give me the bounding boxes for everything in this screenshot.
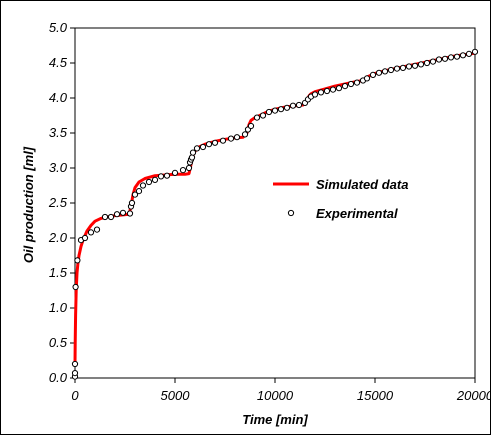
experimental-point (185, 164, 193, 172)
experimental-point (135, 188, 143, 195)
experimental-point (387, 66, 395, 74)
experimental-point (227, 135, 235, 142)
experimental-point (119, 209, 127, 216)
y-tick-label: 4.5 (49, 55, 68, 70)
experimental-point (459, 52, 467, 59)
experimental-point (399, 64, 407, 72)
experimental-point (271, 107, 279, 114)
experimental-point (341, 83, 349, 90)
experimental-point (241, 131, 249, 138)
experimental-point (151, 176, 159, 183)
experimental-point (93, 226, 101, 233)
experimental-point (317, 89, 325, 96)
experimental-point (447, 54, 455, 61)
experimental-point (193, 145, 201, 152)
experimental-point (199, 143, 207, 151)
x-tick-label: 10000 (257, 388, 294, 403)
y-tick-label: 5.0 (49, 20, 68, 35)
y-tick-label: 1.5 (49, 265, 68, 280)
experimental-point (393, 65, 401, 72)
experimental-series (71, 48, 479, 380)
experimental-point (353, 79, 361, 86)
experimental-point (441, 55, 449, 62)
experimental-point (465, 50, 473, 58)
legend-label-experimental: Experimental (316, 206, 398, 221)
x-tick-label: 0 (71, 388, 79, 403)
experimental-point (369, 71, 377, 79)
experimental-point (171, 169, 179, 176)
experimental-point (259, 112, 267, 119)
experimental-point (74, 257, 81, 264)
experimental-point (189, 149, 197, 156)
x-tick-label: 5000 (161, 388, 191, 403)
y-tick-label: 3.0 (49, 160, 68, 175)
y-tick-label: 3.5 (49, 125, 68, 140)
experimental-point (211, 139, 219, 146)
experimental-point (405, 63, 413, 70)
legend: Simulated data Experimental (273, 177, 408, 221)
experimental-point (101, 213, 109, 221)
x-axis-title: Time [min] (242, 412, 308, 427)
experimental-point (335, 85, 343, 92)
experimental-point (265, 108, 273, 116)
legend-label-simulated: Simulated data (316, 177, 408, 192)
experimental-point (311, 91, 319, 98)
y-tick-label: 4.0 (49, 90, 68, 105)
experimental-point (423, 59, 431, 67)
experimental-point (329, 86, 337, 93)
experimental-point (453, 53, 461, 60)
experimental-point (417, 61, 425, 68)
y-tick-label: 2.0 (48, 230, 68, 245)
experimental-point (347, 80, 355, 88)
x-tick-label: 15000 (357, 388, 394, 403)
simulated-series (73, 51, 476, 365)
experimental-point (113, 211, 121, 218)
experimental-point (363, 75, 371, 82)
experimental-point (157, 173, 165, 180)
y-tick-label: 2.5 (48, 195, 68, 210)
experimental-point (72, 283, 79, 291)
y-tick-label: 1.0 (49, 300, 68, 315)
legend-swatch-experimental (287, 209, 295, 217)
experimental-point (205, 141, 213, 148)
y-tick-label: 0.0 (49, 370, 68, 385)
experimental-point (429, 58, 437, 65)
experimental-point (107, 213, 115, 221)
experimental-point (253, 114, 261, 121)
experimental-point (233, 134, 241, 141)
experimental-point (188, 154, 196, 161)
experimental-point (128, 199, 136, 207)
experimental-point (471, 48, 479, 55)
x-tick-label: 20000 (456, 388, 491, 403)
simulated-line (73, 51, 476, 365)
axis-ticks: 0.0 0.5 1.0 1.5 2.0 2.5 3.0 3.5 4.0 4.5 5.0 0 5000 10… (48, 20, 491, 403)
experimental-point (126, 210, 134, 217)
experimental-point (87, 229, 95, 236)
experimental-point (295, 101, 303, 109)
experimental-point (375, 69, 383, 76)
experimental-point (81, 234, 89, 242)
experimental-point (71, 360, 79, 368)
experimental-point (139, 182, 147, 189)
y-tick-label: 0.5 (49, 335, 68, 350)
experimental-point (289, 102, 297, 109)
experimental-point (71, 370, 79, 377)
experimental-point (411, 62, 419, 69)
y-axis-title: Oil production [ml] (21, 146, 36, 263)
experimental-point (247, 122, 255, 130)
experimental-point (277, 106, 285, 113)
experimental-point (323, 87, 331, 95)
experimental-point (163, 172, 171, 179)
experimental-point (145, 178, 153, 186)
experimental-point (179, 167, 187, 174)
experimental-point (219, 137, 227, 144)
experimental-point (381, 68, 389, 75)
experimental-point (435, 56, 443, 63)
experimental-point (283, 104, 291, 111)
experimental-point (131, 191, 139, 198)
